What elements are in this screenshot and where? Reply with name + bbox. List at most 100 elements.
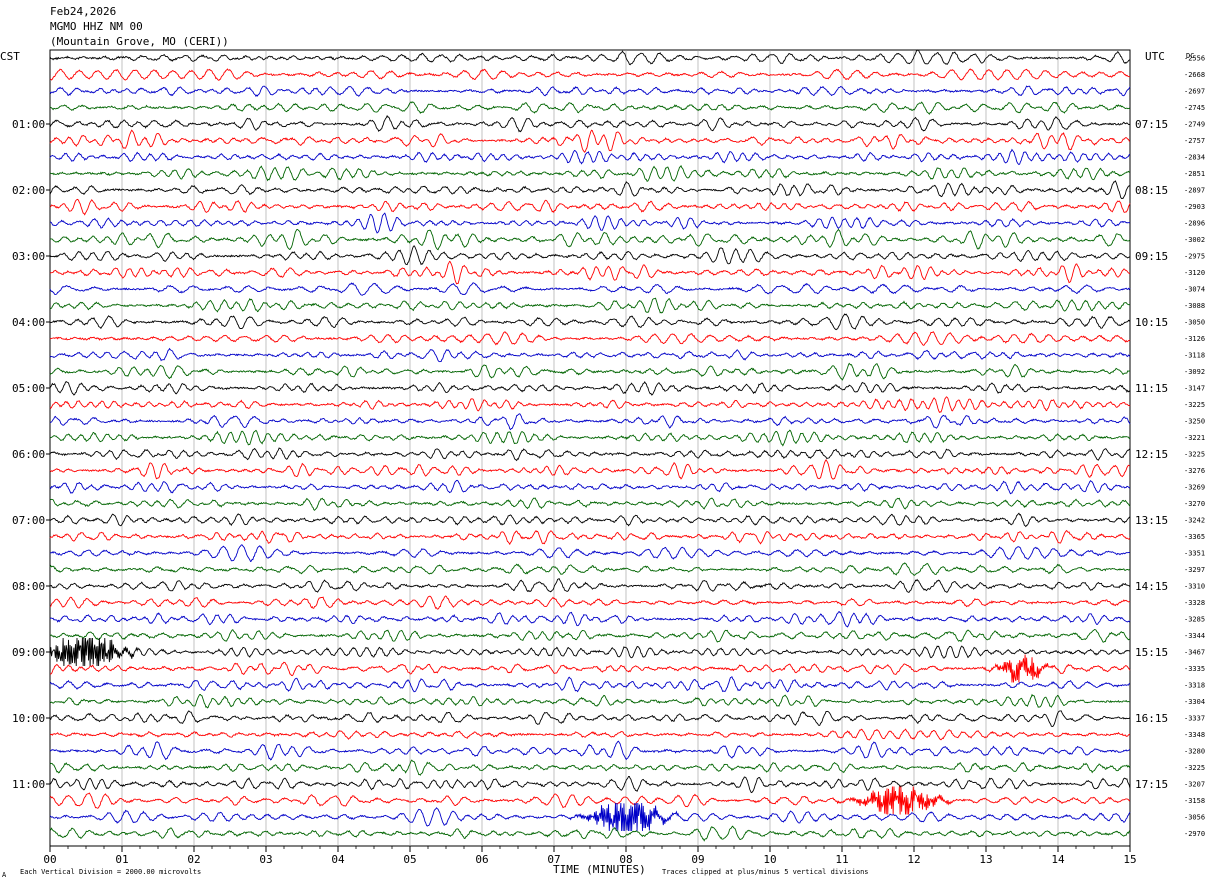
x-tick-label: 13 <box>979 853 992 866</box>
dc-offset-label: -3328 <box>1184 599 1205 607</box>
trace-line <box>49 802 1131 832</box>
dc-offset-label: -3056 <box>1184 814 1205 822</box>
trace-line <box>49 595 1131 610</box>
dc-offset-label: -2834 <box>1184 154 1205 162</box>
trace-line <box>49 825 1131 842</box>
dc-offset-label: -3270 <box>1184 500 1205 508</box>
left-hour-label: 02:00 <box>12 184 45 197</box>
trace-line <box>49 447 1131 462</box>
trace-line <box>49 654 1131 683</box>
x-tick-label: 03 <box>259 853 272 866</box>
dc-offset-label: -3118 <box>1184 352 1205 360</box>
x-tick-label: 10 <box>763 853 776 866</box>
x-axis-title: TIME (MINUTES) <box>553 863 646 876</box>
trace-line <box>49 331 1131 346</box>
left-hour-label: 01:00 <box>12 118 45 131</box>
plot-frame <box>49 49 1131 847</box>
trace-line <box>49 180 1131 199</box>
trace-line <box>49 479 1131 495</box>
trace-line <box>49 228 1131 251</box>
dc-offset-label: -3050 <box>1184 319 1205 327</box>
dc-offset-label: -3365 <box>1184 533 1205 541</box>
dc-offset-label: -3348 <box>1184 731 1205 739</box>
x-tick-label: 15 <box>1123 853 1136 866</box>
dc-offset-label: -3221 <box>1184 434 1205 442</box>
trace-line <box>49 198 1131 216</box>
left-hour-label: 04:00 <box>12 316 45 329</box>
x-tick-label: 01 <box>115 853 128 866</box>
dc-offset-label: -3074 <box>1184 286 1205 294</box>
right-hour-label: 09:15 <box>1135 250 1168 263</box>
dc-offset-label: -3344 <box>1184 632 1205 640</box>
dc-offset-label: -2970 <box>1184 830 1205 838</box>
dc-offset-label: -3092 <box>1184 368 1205 376</box>
trace-line <box>49 676 1131 693</box>
right-hour-label: 10:15 <box>1135 316 1168 329</box>
dc-offset-label: -3225 <box>1184 401 1205 409</box>
left-hour-label: 09:00 <box>12 646 45 659</box>
trace-line <box>49 413 1131 431</box>
left-hour-label: 10:00 <box>12 712 45 725</box>
dc-offset-label: -2851 <box>1184 170 1205 178</box>
trace-line <box>49 512 1131 528</box>
scale-note: Each Vertical Division = 2000.00 microvo… <box>20 868 201 876</box>
dc-offset-label: -3310 <box>1184 583 1205 591</box>
x-tick-label: 09 <box>691 853 704 866</box>
dc-offset-label: -3158 <box>1184 797 1205 805</box>
dc-offset-label: -3250 <box>1184 418 1205 426</box>
dc-offset-label: -3002 <box>1184 236 1205 244</box>
dc-offset-label: -3207 <box>1184 781 1205 789</box>
trace-line <box>49 85 1131 98</box>
dc-offset-label: -3297 <box>1184 566 1205 574</box>
trace-line <box>49 775 1131 794</box>
trace-line <box>49 164 1131 182</box>
x-tick-label: 05 <box>403 853 416 866</box>
header-location: (Mountain Grove, MO (CERI)) <box>50 35 229 48</box>
right-hour-label: 13:15 <box>1135 514 1168 527</box>
dc-offset-label: -2903 <box>1184 203 1205 211</box>
trace-line <box>49 101 1131 115</box>
left-hour-label: 06:00 <box>12 448 45 461</box>
x-tick-label: 04 <box>331 853 345 866</box>
dc-offset-label: -2757 <box>1184 137 1205 145</box>
trace-line <box>49 710 1131 727</box>
trace-line <box>49 148 1131 166</box>
left-hour-label: 03:00 <box>12 250 45 263</box>
dc-offset-label: -3225 <box>1184 764 1205 772</box>
trace-line <box>49 68 1131 81</box>
dc-offset-label: -3280 <box>1184 748 1205 756</box>
dc-offset-label: -3147 <box>1184 385 1205 393</box>
dc-offset-label: -2745 <box>1184 104 1205 112</box>
x-tick-label: 06 <box>475 853 488 866</box>
footer-left-mark: A <box>2 871 7 879</box>
trace-line <box>49 245 1131 266</box>
trace-line <box>49 637 1131 667</box>
dc-offset-label: -3269 <box>1184 484 1205 492</box>
dc-offset-label: -3276 <box>1184 467 1205 475</box>
dc-offset-label: -3120 <box>1184 269 1205 277</box>
dc-offset-label: -3225 <box>1184 451 1205 459</box>
trace-line <box>49 212 1131 234</box>
trace-line <box>49 347 1131 363</box>
dc-offset-label: -3088 <box>1184 302 1205 310</box>
x-tick-label: 14 <box>1051 853 1065 866</box>
dc-offset-label: -3126 <box>1184 335 1205 343</box>
clip-note: Traces clipped at plus/minus 5 vertical … <box>662 868 869 876</box>
x-tick-label: 02 <box>187 853 200 866</box>
trace-line <box>49 282 1131 296</box>
trace-line <box>49 577 1131 593</box>
dc-offset-label: -3318 <box>1184 682 1205 690</box>
header-station: MGMO HHZ NM 00 <box>50 20 143 33</box>
left-hour-label: 08:00 <box>12 580 45 593</box>
dc-offset-label: -2556 <box>1184 55 1205 63</box>
dc-offset-label: -3351 <box>1184 550 1205 558</box>
trace-line <box>49 759 1131 776</box>
trace-line <box>49 381 1131 396</box>
dc-offset-label: -3242 <box>1184 517 1205 525</box>
right-hour-label: 16:15 <box>1135 712 1168 725</box>
trace-line <box>49 786 1131 815</box>
trace-line <box>49 313 1131 331</box>
trace-line <box>49 628 1131 643</box>
right-hour-label: 08:15 <box>1135 184 1168 197</box>
